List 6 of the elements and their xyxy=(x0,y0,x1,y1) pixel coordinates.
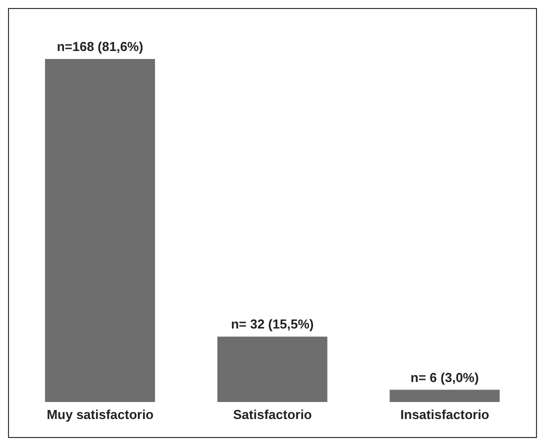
data-label: n= 6 (3,0%) xyxy=(410,370,479,385)
x-tick-label: Satisfactorio xyxy=(233,407,312,422)
data-label: n= 32 (15,5%) xyxy=(230,316,314,332)
x-tick-label: Muy satisfactorio xyxy=(46,407,154,422)
x-tick-label: Insatisfactorio xyxy=(400,407,490,422)
data-label: n=168 (81,6%) xyxy=(56,39,144,54)
